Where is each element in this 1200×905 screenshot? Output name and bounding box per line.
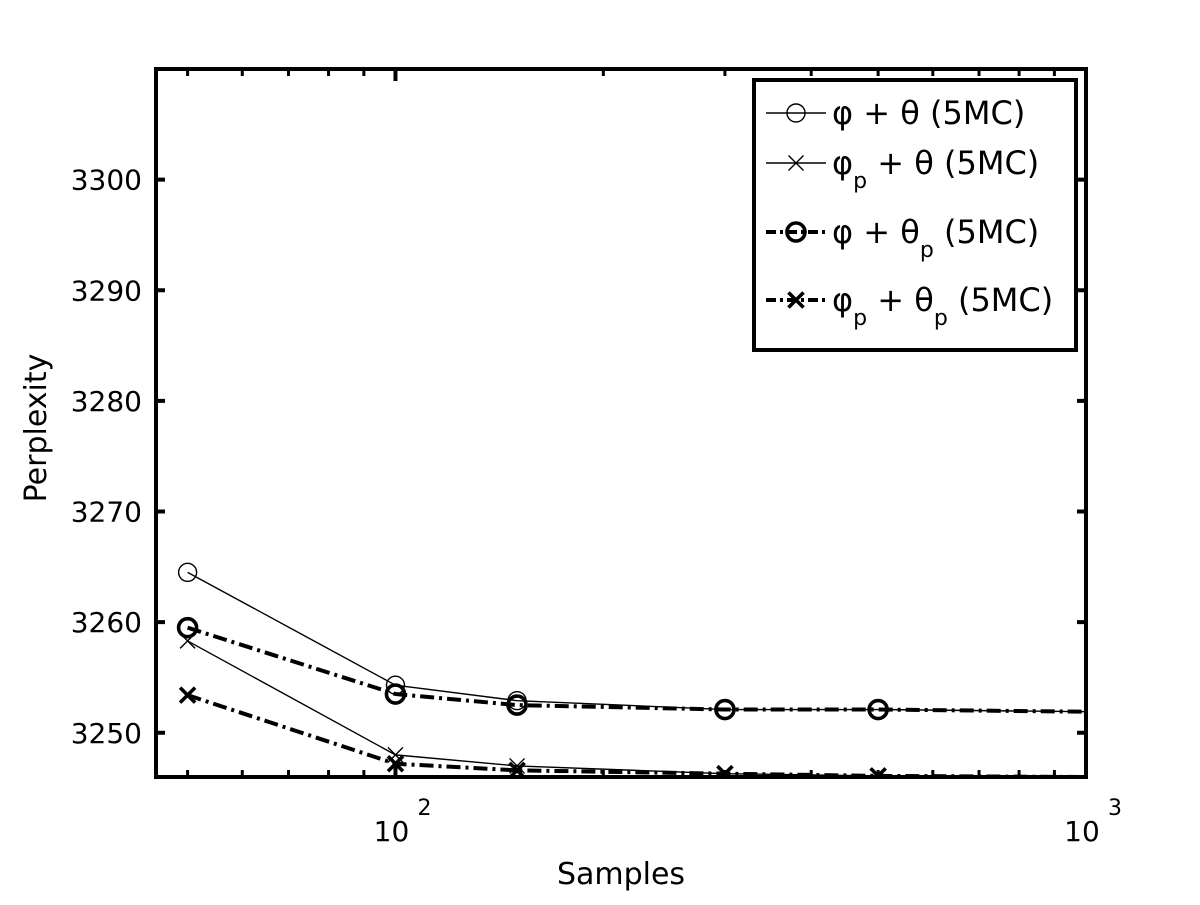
y-tick-label: 3260 [71, 606, 142, 639]
y-tick-label: 3250 [71, 717, 142, 750]
legend-text-part: + θ (5MC) [853, 94, 1025, 132]
legend-text-part: (5MC) [934, 213, 1039, 251]
legend-text-part: + θ (5MC) [867, 144, 1039, 182]
legend-entry-2: φp + θ (5MC) [832, 144, 1039, 194]
legend-entry-4: φp + θp (5MC) [832, 281, 1053, 331]
data-point-series-3 [714, 698, 736, 721]
y-tick-label: 3290 [71, 274, 142, 307]
y-tick-label: 3300 [71, 164, 142, 197]
legend-subscript: p [934, 306, 948, 331]
data-point-series-4 [386, 754, 405, 773]
legend-text-part: + θ [867, 281, 934, 319]
legend: φ + θ (5MC)φp + θ (5MC)φ + θp (5MC)φp + … [752, 78, 1078, 352]
plot-frame [154, 67, 1088, 779]
legend-text-part: φ [832, 144, 853, 182]
data-point-series-3 [176, 616, 199, 639]
legend-text-part: φ [832, 94, 853, 132]
legend-marker-1 [786, 103, 806, 123]
legend-subscript: p [853, 306, 867, 331]
legend-text-part: + θ [853, 213, 920, 251]
legend-marker-2 [788, 155, 804, 171]
y-tick-label: 3280 [71, 385, 142, 418]
x-tick-exponent: 2 [417, 796, 431, 821]
x-tick-exponent: 3 [1108, 796, 1122, 821]
legend-box [752, 78, 1078, 352]
legend-text-part: φ [832, 213, 853, 251]
data-point-series-3 [506, 694, 528, 716]
legend-entry-3: φ + θp (5MC) [832, 213, 1039, 263]
y-tick-label: 3270 [71, 496, 142, 529]
data-point-series-1 [177, 562, 198, 583]
x-axis-label: Samples [557, 857, 685, 892]
data-point-series-3 [867, 698, 889, 721]
data-point-series-4 [178, 686, 197, 704]
y-axis-label: Perplexity [19, 354, 54, 503]
data-point-series-3 [384, 683, 407, 705]
legend-marker-3 [785, 221, 807, 243]
legend-text-part: (5MC) [948, 281, 1053, 319]
x-tick-label: 10 [374, 815, 410, 848]
data-point-series-4 [716, 764, 734, 777]
legend-marker-4 [787, 291, 805, 309]
x-tick-label: 10 [1064, 815, 1100, 848]
legend-text-part: φ [832, 281, 853, 319]
legend-entry-1: φ + θ (5MC) [832, 94, 1025, 132]
legend-subscript: p [853, 169, 867, 194]
legend-subscript: p [920, 238, 934, 263]
series-line-3 [186, 625, 1086, 714]
